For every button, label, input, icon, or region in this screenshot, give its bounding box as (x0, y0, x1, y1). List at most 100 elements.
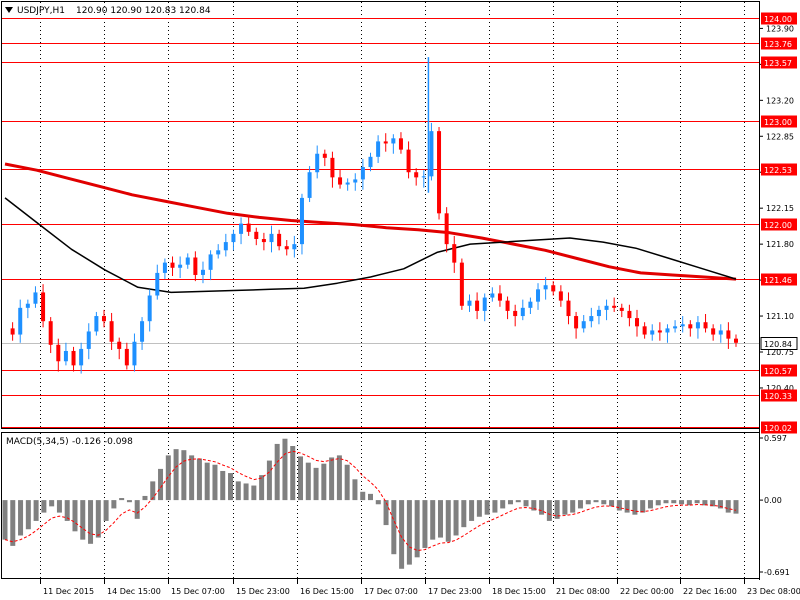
price-tick-label: 120.40 (766, 384, 794, 393)
price-level-label-bg (761, 389, 797, 402)
bull-candle-body (376, 141, 381, 157)
bull-candle-body (25, 303, 30, 308)
bear-candle-body (574, 316, 579, 329)
macd-histogram-bar (313, 467, 319, 501)
macd-label: MACD(5,34,5) (6, 437, 69, 447)
macd-histogram-bar (593, 500, 599, 503)
time-tick-label: 22 Dec 00:00 (620, 587, 674, 596)
bull-candle-body (596, 309, 601, 317)
macd-histogram-bar (134, 500, 140, 519)
bear-candle-body (406, 149, 411, 173)
macd-histogram-bar (492, 500, 498, 513)
ma-fast-line (4, 197, 737, 294)
macd-histogram-bar (2, 500, 8, 540)
macd-histogram-bar (445, 500, 451, 542)
current-price-label: 120.84 (764, 340, 792, 349)
price-tick-label: 120.75 (766, 348, 794, 357)
bear-candle-body (711, 328, 716, 335)
macd-histogram-bar (49, 500, 55, 507)
macd-histogram-bar (624, 500, 630, 513)
price-level-label-bg (761, 218, 797, 231)
bull-candle-body (208, 254, 213, 270)
bear-candle-body (475, 300, 480, 311)
bear-candle-body (284, 246, 289, 250)
time-tick-label: 15 Dec 23:00 (236, 587, 290, 596)
price-level-label: 124.00 (764, 15, 792, 24)
macd-histogram-bar (539, 500, 545, 515)
bull-candle-body (315, 153, 320, 173)
price-tick-label: 122.85 (766, 132, 794, 141)
macd-histogram-bar (344, 464, 350, 501)
macd-tick-label: 0.00 (764, 496, 782, 505)
macd-histogram-bar (430, 500, 436, 540)
bull-candle-body (269, 233, 274, 243)
macd-histogram-bar (702, 500, 708, 506)
symbol-label: USDJPY,H1 (17, 6, 65, 16)
macd-histogram-bar (562, 500, 568, 515)
macd-header: MACD(5,34,5) -0.126 -0.098 (6, 437, 133, 447)
macd-histogram-bar (531, 500, 537, 511)
time-tick-label: 22 Dec 16:00 (683, 587, 737, 596)
bull-candle-body (536, 289, 541, 302)
macd-histogram-bar (507, 500, 513, 505)
price-levels (2, 18, 759, 428)
macd-histogram-bar (266, 460, 272, 501)
triangle-down-icon[interactable] (5, 7, 13, 13)
macd-histogram-bar (290, 446, 296, 501)
macd-histogram-bar (212, 464, 218, 501)
price-tick-label: 121.10 (766, 312, 794, 321)
bull-candle-body (650, 330, 655, 335)
bear-candle-body (261, 239, 266, 243)
bear-candle-body (459, 262, 464, 306)
macd-histogram-bar (235, 481, 241, 501)
macd-histogram-bar (305, 462, 311, 501)
bull-candle-body (63, 350, 68, 362)
macd-histogram-bar (383, 500, 389, 526)
macd-histogram-bar (119, 498, 125, 501)
macd-histogram-bar (500, 500, 506, 509)
macd-histogram-bar (41, 500, 47, 513)
macd-histogram-bar (336, 455, 342, 501)
bear-candle-body (619, 307, 624, 311)
time-axis: 11 Dec 2015 14 Dec 15:00 15 Dec 07:00 15 De… (40, 579, 800, 596)
time-tick-label: 14 Dec 15:00 (107, 587, 161, 596)
bull-candle-body (421, 176, 426, 178)
bull-candle-body (490, 293, 495, 298)
macd-histogram-bar (570, 500, 576, 513)
bear-candle-body (642, 326, 647, 335)
bull-candle-body (178, 264, 183, 268)
macd-histogram-bar (220, 470, 226, 501)
time-tick-label: 11 Dec 2015 (43, 587, 94, 596)
bear-candle-body (551, 285, 556, 292)
bear-candle-body (41, 292, 46, 322)
macd-histogram-bar (515, 500, 521, 503)
bear-candle-body (48, 321, 53, 345)
bull-candle-body (18, 307, 23, 335)
macd-histogram-bar (360, 491, 366, 501)
bear-candle-body (566, 300, 571, 317)
macd-histogram-bar (616, 500, 622, 511)
macd-histogram-bar (282, 438, 288, 501)
bull-candle-body (345, 182, 350, 185)
bull-candle-body (292, 244, 297, 250)
macd-histogram-bar (523, 500, 529, 507)
price-level-label: 123.00 (764, 118, 792, 127)
bear-candle-body (497, 293, 502, 301)
macd-histogram-bar (609, 500, 615, 507)
candles (10, 57, 738, 374)
price-level-label-bg (761, 37, 797, 50)
price-level-label: 123.57 (764, 59, 792, 68)
bear-candle-body (383, 141, 388, 144)
price-level-label: 121.46 (764, 276, 792, 285)
bear-candle-body (627, 310, 632, 319)
macd-histogram-bar (484, 500, 490, 515)
bull-candle-body (429, 131, 434, 177)
macd-histogram-bar (375, 500, 381, 505)
bear-candle-body (330, 157, 335, 178)
macd-histogram-bar (647, 500, 653, 509)
macd-histogram-bar (717, 500, 723, 509)
macd-histogram-bar (25, 500, 31, 530)
macd-histogram-bar (204, 462, 210, 501)
bear-candle-body (246, 223, 251, 232)
bear-candle-body (726, 330, 731, 339)
